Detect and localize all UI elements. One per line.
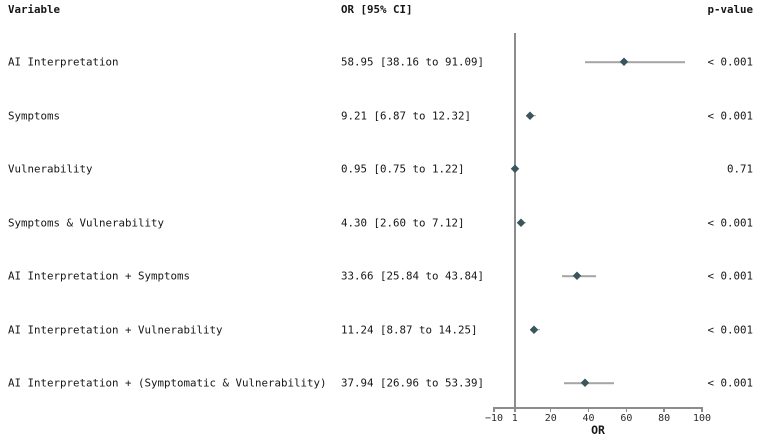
or-marker [529, 324, 539, 335]
column-header-p-value: p-value [707, 3, 753, 16]
row-p-value: < 0.001 [707, 216, 753, 229]
x-axis-tick-label: 40 [582, 413, 595, 424]
row-or-ci: 0.95 [0.75 to 1.22] [341, 162, 465, 176]
x-axis-tick-label: 100 [692, 413, 712, 424]
x-axis-tick [549, 407, 552, 412]
or-marker [619, 57, 629, 67]
x-axis-tick-label: 60 [620, 413, 633, 424]
x-axis-tick-label: 20 [544, 413, 557, 424]
column-header-variable: Variable [8, 3, 61, 16]
or-marker [525, 110, 535, 121]
x-axis-tick [625, 407, 628, 412]
or-marker [572, 271, 582, 281]
or-marker [580, 378, 590, 388]
row-p-value: < 0.001 [707, 376, 753, 390]
x-axis-line [493, 407, 703, 409]
x-axis-tick-label: 80 [658, 413, 671, 424]
row-or-ci: 33.66 [25.84 to 43.84] [341, 269, 485, 283]
ci-line [585, 61, 686, 63]
or-marker [516, 217, 526, 228]
row-p-value: < 0.001 [707, 269, 753, 283]
row-or-ci: 11.24 [8.87 to 14.25] [341, 323, 478, 336]
x-axis-tick [514, 407, 516, 412]
row-label: AI Interpretation + (Symptomatic & Vulne… [8, 376, 327, 390]
x-axis-title: OR [591, 423, 605, 437]
or-marker [510, 164, 520, 174]
column-header-or-ci: OR [95% CI] [341, 3, 413, 16]
row-label: AI Interpretation + Symptoms [8, 269, 191, 283]
row-label: Symptoms [8, 109, 61, 122]
row-p-value: 0.71 [726, 162, 753, 176]
x-axis-tick [587, 407, 590, 412]
x-axis-tick [701, 407, 703, 412]
row-or-ci: 4.30 [2.60 to 7.12] [341, 216, 465, 229]
row-p-value: < 0.001 [707, 323, 753, 336]
row-label: Vulnerability [8, 162, 93, 176]
x-axis-tick-label: −10 [484, 413, 504, 424]
row-p-value: < 0.001 [707, 55, 753, 69]
x-axis-tick [663, 407, 665, 412]
row-or-ci: 37.94 [26.96 to 53.39] [341, 376, 485, 390]
row-or-ci: 58.95 [38.16 to 91.09] [341, 55, 485, 69]
row-p-value: < 0.001 [707, 109, 753, 122]
row-label: AI Interpretation + Vulnerability [8, 323, 223, 336]
x-axis-tick-label: 1 [511, 413, 518, 424]
row-label: Symptoms & Vulnerability [8, 216, 165, 229]
row-or-ci: 9.21 [6.87 to 12.32] [341, 109, 472, 122]
row-label: AI Interpretation [8, 55, 119, 69]
reference-line [514, 33, 516, 407]
x-axis-tick [493, 407, 495, 412]
